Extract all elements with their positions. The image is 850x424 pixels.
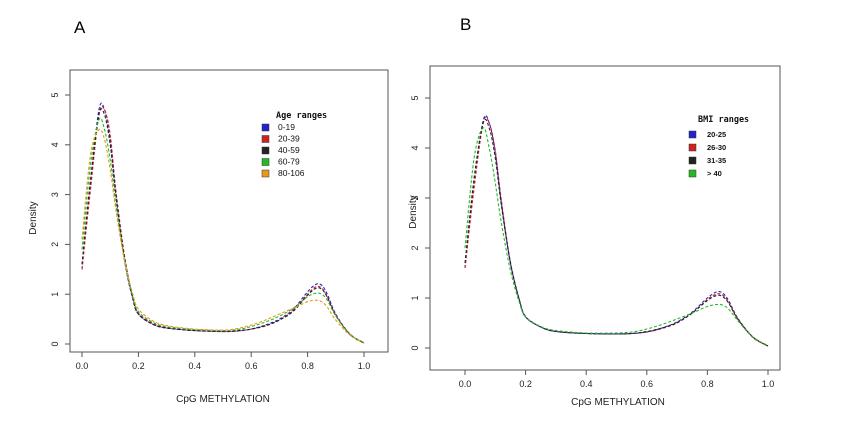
legend-label: 20-25 <box>707 130 726 139</box>
y-tick-label: 5 <box>50 92 60 97</box>
x-tick-label: 1.0 <box>358 361 371 371</box>
y-tick-label: 4 <box>410 145 420 150</box>
legend-label: 60-79 <box>278 157 300 167</box>
legend-swatch <box>261 123 270 132</box>
series-line-0-19 <box>81 102 365 344</box>
plot-frame <box>429 65 781 371</box>
legend-swatch <box>688 130 697 139</box>
legend-swatch <box>688 156 697 165</box>
x-tick-label: 0.2 <box>132 361 145 371</box>
x-tick-label: 0.8 <box>701 379 714 389</box>
x-tick-label: 0.2 <box>519 379 532 389</box>
panel-letter: A <box>74 18 86 37</box>
panel-b: B 0.0 0.2 0.4 0.6 0.8 1.0 0 1 2 3 4 5 CpG METHYLATION… <box>408 15 781 408</box>
y-axis-label: Density <box>408 195 419 228</box>
legend-label: > 40 <box>707 169 722 178</box>
y-axis-label: Density <box>28 201 39 234</box>
plot-frame <box>69 69 389 353</box>
x-tick-label: 0.0 <box>459 379 472 389</box>
x-tick-label: 0.4 <box>580 379 593 389</box>
y-tick-label: 1 <box>410 295 420 300</box>
series-line-20-39 <box>81 105 365 344</box>
x-axis-label: CpG METHYLATION <box>176 394 270 405</box>
y-tick-label: 5 <box>410 95 420 100</box>
legend-label: 31-35 <box>707 156 726 165</box>
y-tick-label: 3 <box>410 195 420 200</box>
x-tick-label: 0.6 <box>641 379 654 389</box>
x-tick-label: 0.4 <box>189 361 202 371</box>
panel-a: A 0.0 0.2 0.4 0.6 0.8 1.0 0 1 2 3 4 5 CpG METHYLATION… <box>28 18 389 405</box>
series-line-60-79 <box>81 117 365 343</box>
legend-title: Age ranges <box>276 111 327 121</box>
x-tick-label: 1.0 <box>762 379 775 389</box>
legend-swatch <box>261 146 270 155</box>
x-tick-label: 0.0 <box>76 361 89 371</box>
legend-swatch <box>261 158 270 166</box>
legend-label: 0-19 <box>278 122 295 132</box>
y-tick-label: 3 <box>50 192 60 197</box>
panel-letter: B <box>460 15 471 34</box>
y-tick-label: 0 <box>50 341 60 346</box>
legend-label: 40-59 <box>278 145 300 155</box>
legend-label: 20-39 <box>278 134 300 144</box>
legend-swatch <box>261 135 270 143</box>
legend-label: 26-30 <box>707 143 726 152</box>
x-tick-label: 0.8 <box>301 361 314 371</box>
y-tick-label: 4 <box>50 142 60 147</box>
series-line-26-30 <box>464 116 769 347</box>
legend-swatch <box>261 169 270 178</box>
legend-swatch <box>688 169 697 178</box>
y-tick-label: 1 <box>50 292 60 297</box>
series-line-80-106 <box>81 128 365 343</box>
legend-label: 80-106 <box>278 168 305 178</box>
legend-swatch <box>688 143 697 152</box>
series-line-40-59 <box>81 108 365 344</box>
y-tick-label: 2 <box>50 242 60 247</box>
series-line-40 <box>464 127 769 346</box>
y-tick-label: 0 <box>410 345 420 350</box>
legend-title: BMI ranges <box>698 115 749 125</box>
series-line-31-35 <box>464 118 769 347</box>
x-tick-label: 0.6 <box>245 361 258 371</box>
y-tick-label: 2 <box>410 245 420 250</box>
x-axis-label: CpG METHYLATION <box>571 397 665 408</box>
